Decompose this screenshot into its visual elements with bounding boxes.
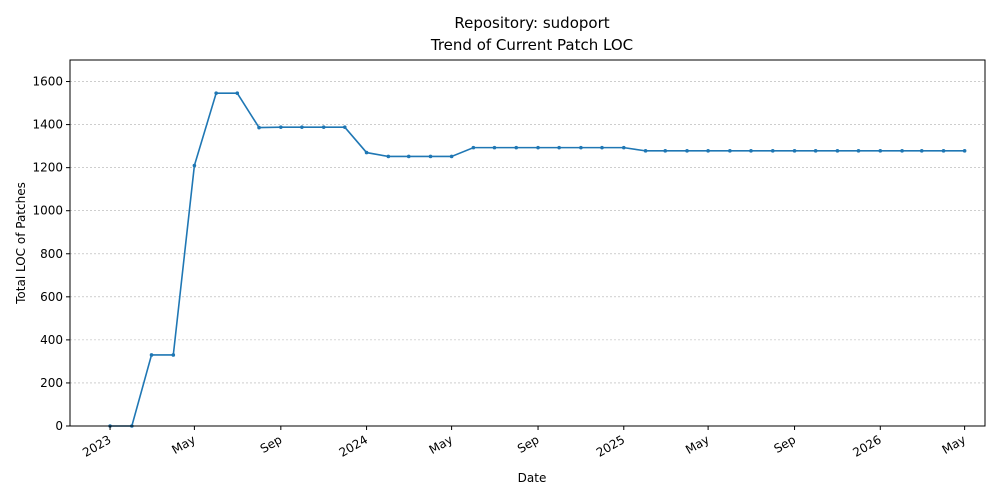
x-tick-label: 2026 — [850, 432, 883, 459]
x-tick-label: May — [427, 432, 455, 457]
data-point — [643, 149, 648, 153]
x-axis-label: Date — [518, 471, 547, 485]
data-point — [856, 149, 861, 153]
data-point — [386, 154, 391, 159]
data-point — [962, 149, 967, 153]
data-point — [536, 145, 540, 150]
gridlines — [70, 81, 985, 384]
y-tick-label: 1400 — [32, 118, 63, 132]
data-point — [406, 154, 411, 159]
x-tick-label: 2025 — [594, 432, 627, 459]
x-tick-label: 2023 — [80, 432, 113, 459]
data-point — [257, 125, 261, 130]
data-point — [878, 149, 883, 153]
data-point — [149, 353, 154, 357]
data-point — [728, 149, 732, 153]
data-point — [321, 125, 326, 129]
data-point — [749, 149, 753, 153]
data-point — [235, 91, 240, 95]
data-point — [792, 149, 797, 153]
y-tick-label: 600 — [40, 290, 63, 304]
data-point — [919, 149, 924, 153]
data-point — [471, 145, 476, 150]
data-point — [514, 145, 519, 150]
data-point — [941, 149, 946, 153]
data-point — [171, 353, 176, 357]
y-axis: 0 200 400 600 800 1000 1200 1400 1600 — [32, 75, 70, 433]
y-tick-label: 200 — [40, 376, 63, 390]
data-point — [900, 149, 904, 153]
series-layer — [108, 91, 967, 428]
data-point — [813, 149, 818, 153]
y-tick-label: 0 — [55, 419, 63, 433]
data-point — [492, 145, 497, 150]
data-point — [706, 149, 710, 153]
data-point — [685, 149, 689, 153]
y-tick-label: 1000 — [32, 204, 63, 218]
data-point — [557, 145, 561, 150]
x-tick-label: May — [683, 432, 711, 457]
data-point — [449, 154, 454, 159]
data-point — [579, 145, 583, 150]
data-point — [770, 149, 775, 153]
series-line — [110, 92, 965, 427]
data-point — [663, 149, 668, 153]
x-tick-label: Sep — [258, 432, 285, 455]
data-point — [300, 125, 304, 129]
data-point — [621, 145, 626, 150]
y-tick-label: 1600 — [32, 75, 63, 89]
data-point — [428, 154, 433, 159]
data-point — [279, 125, 283, 129]
data-point — [364, 150, 369, 155]
chart-title-line-2: Trend of Current Patch LOC — [430, 36, 633, 54]
data-point — [600, 145, 604, 150]
x-tick-label: Sep — [771, 432, 798, 455]
data-point — [192, 163, 197, 168]
y-tick-label: 800 — [40, 247, 63, 261]
x-axis: 2023 May Sep 2024 May Sep 2025 May Sep 2026 May — [80, 426, 968, 460]
x-tick-label: Sep — [515, 432, 542, 455]
x-tick-label: May — [169, 432, 197, 457]
data-point — [835, 149, 840, 153]
data-point — [214, 91, 218, 95]
y-axis-label: Total LOC of Patches — [14, 182, 28, 305]
data-point — [342, 125, 347, 129]
x-tick-label: May — [940, 432, 968, 457]
plot-frame — [69, 59, 986, 427]
y-tick-label: 400 — [40, 333, 63, 347]
y-tick-label: 1200 — [32, 161, 63, 175]
x-tick-label: 2024 — [337, 432, 370, 459]
chart-title-line-1: Repository: sudoport — [454, 14, 609, 32]
